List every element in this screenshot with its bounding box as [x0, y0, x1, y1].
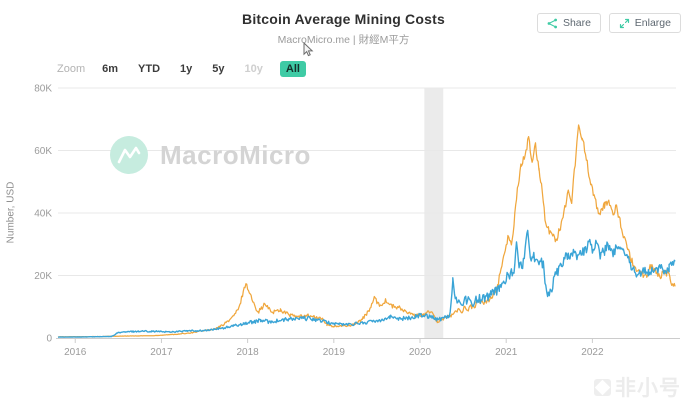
range-5y[interactable]: 5y — [212, 63, 225, 75]
share-icon — [547, 18, 558, 29]
range-all[interactable]: All — [279, 61, 306, 77]
share-button[interactable]: Share — [536, 13, 601, 33]
x-tick-label: 2022 — [581, 347, 604, 358]
orange-series-line — [57, 124, 676, 338]
y-tick-label: 60K — [34, 146, 52, 157]
range-6m[interactable]: 6m — [102, 63, 119, 75]
x-tick-label: 2021 — [495, 347, 518, 358]
range-ytd[interactable]: YTD — [138, 63, 161, 75]
x-tick-label: 2020 — [409, 347, 432, 358]
feixiaohao-watermark: 非小号 — [594, 372, 681, 402]
range-toolbar: Zoom 6m YTD 1y 5y 10y All — [57, 61, 306, 77]
share-button-label: Share — [562, 17, 591, 29]
blue-series-line — [57, 229, 676, 338]
enlarge-button-label: Enlarge — [634, 17, 671, 29]
chart-subtitle: MacroMicro.me | 財經M平方 — [277, 34, 410, 46]
enlarge-button[interactable]: Enlarge — [608, 13, 681, 33]
zoom-label: Zoom — [57, 63, 86, 75]
mouse-cursor-icon — [303, 41, 315, 63]
range-10y: 10y — [244, 63, 263, 75]
y-tick-label: 0 — [46, 334, 52, 345]
x-tick-label: 2018 — [236, 347, 259, 358]
range-1y[interactable]: 1y — [180, 63, 193, 75]
feixiaohao-logo-icon — [594, 378, 611, 396]
y-tick-label: 40K — [34, 209, 52, 220]
page-title: Bitcoin Average Mining Costs — [242, 11, 445, 27]
feixiaohao-watermark-label: 非小号 — [615, 377, 681, 400]
x-tick-label: 2017 — [150, 347, 173, 358]
enlarge-icon — [619, 18, 630, 29]
y-tick-label: 20K — [34, 271, 52, 282]
y-tick-label: 80K — [34, 84, 52, 95]
x-tick-label: 2016 — [64, 347, 87, 358]
x-tick-label: 2019 — [323, 347, 346, 358]
